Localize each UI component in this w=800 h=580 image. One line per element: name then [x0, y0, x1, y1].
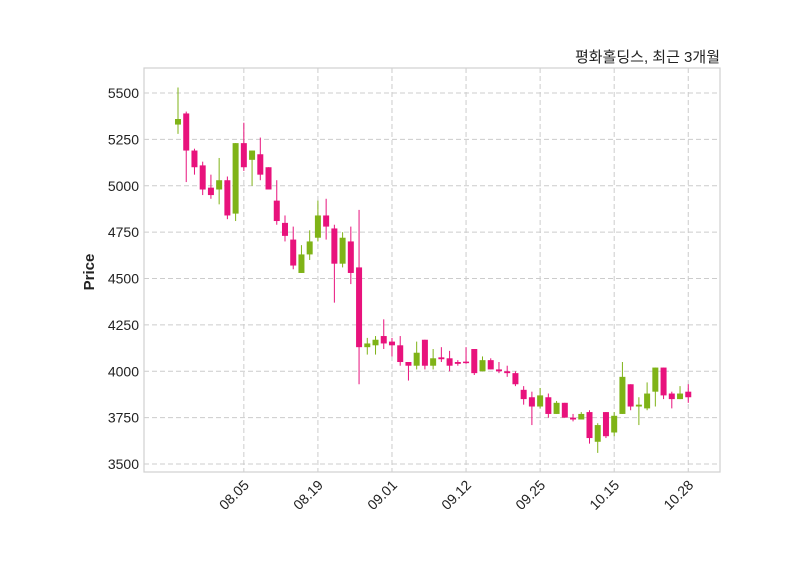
candle-body	[413, 352, 420, 366]
y-tick-label: 4500	[108, 271, 139, 287]
candle-body	[602, 412, 609, 437]
candle-body	[586, 412, 593, 439]
candle-body	[356, 267, 363, 348]
candle-body	[224, 180, 231, 216]
candle-body	[183, 113, 190, 151]
x-tick-label: 10.15	[586, 477, 622, 513]
x-tick-label: 09.25	[512, 477, 548, 513]
candle-body	[281, 222, 288, 236]
candle-body	[380, 336, 387, 344]
candle-body	[191, 150, 198, 168]
candle-body	[594, 425, 601, 442]
candle-body	[273, 200, 280, 222]
x-tick-label: 08.05	[216, 477, 252, 513]
y-tick-label: 3750	[108, 410, 139, 426]
candle-body	[364, 343, 371, 348]
y-tick-label: 5500	[108, 85, 139, 101]
candle-body	[454, 362, 461, 364]
candle-body	[175, 119, 181, 125]
candle-body	[438, 357, 445, 360]
candle-body	[207, 187, 214, 196]
plot-frame	[143, 67, 721, 473]
y-tick-label: 3500	[108, 456, 139, 472]
candle-body	[528, 397, 535, 407]
candle-body	[240, 143, 247, 168]
candle-body	[545, 397, 552, 414]
candle-body	[512, 373, 519, 385]
candle-body	[314, 215, 321, 238]
candles	[175, 87, 692, 453]
candle-body	[306, 241, 313, 255]
candle-body	[635, 404, 642, 407]
y-tick-label: 5000	[108, 178, 139, 194]
candle-body	[421, 339, 428, 366]
candle-body	[199, 165, 206, 190]
candle-body	[520, 389, 527, 400]
candle-body	[677, 393, 684, 400]
candle-body	[232, 143, 239, 214]
candle-body	[446, 358, 453, 366]
candle-body	[685, 391, 692, 398]
y-tick-labels: 3500 3750 4000 4250 4500 4750 5000 5250 5500	[108, 85, 139, 472]
candle-body	[652, 367, 659, 392]
candle-body	[331, 228, 338, 264]
candle-body	[553, 402, 560, 414]
y-tick-label: 4000	[108, 363, 139, 379]
candle-body	[479, 360, 486, 372]
candle-body	[504, 371, 511, 374]
grid	[144, 68, 720, 472]
x-tick-label: 08.19	[290, 477, 326, 513]
candle-body	[298, 254, 305, 273]
candle-body	[216, 180, 223, 190]
candle-body	[627, 384, 634, 407]
y-tick-label: 5250	[108, 131, 139, 147]
candle-body	[257, 154, 264, 175]
candle-body	[430, 358, 437, 366]
candle-body	[372, 339, 379, 346]
y-tick-label: 4250	[108, 317, 139, 333]
candle-body	[660, 367, 667, 396]
x-tick-label: 09.12	[438, 477, 474, 513]
y-axis-label: Price	[81, 254, 98, 291]
candle-body	[265, 167, 272, 190]
candle-body	[611, 415, 618, 433]
candle-body	[397, 345, 404, 363]
candle-body	[495, 369, 502, 372]
candle-body	[405, 362, 412, 366]
candle-body	[668, 393, 675, 400]
x-tick-label: 09.01	[364, 477, 400, 513]
candle-body	[487, 360, 494, 370]
x-tick-labels: 08.05 08.19 09.01 09.12 09.25 10.15 10.28	[216, 477, 697, 513]
candle-body	[339, 237, 346, 264]
candle-body	[388, 341, 395, 346]
candle-body	[644, 393, 651, 409]
y-tick-label: 4750	[108, 224, 139, 240]
candle-body	[537, 395, 544, 407]
candle-body	[323, 215, 330, 227]
candle-body	[561, 402, 568, 418]
candle-body	[249, 150, 256, 160]
x-tick-label: 10.28	[660, 477, 696, 513]
candle-body	[570, 417, 577, 420]
chart-title: 평화홀딩스, 최근 3개월	[575, 49, 720, 66]
candle-body	[471, 349, 478, 374]
candle-body	[463, 361, 470, 364]
candle-body	[619, 376, 626, 414]
candle-body	[290, 239, 297, 266]
candle-body	[347, 241, 354, 273]
candle-body	[578, 413, 585, 420]
